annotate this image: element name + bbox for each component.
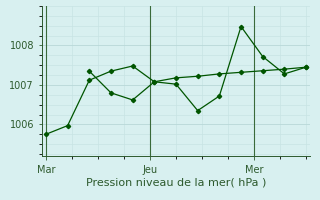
- X-axis label: Pression niveau de la mer( hPa ): Pression niveau de la mer( hPa ): [86, 178, 266, 188]
